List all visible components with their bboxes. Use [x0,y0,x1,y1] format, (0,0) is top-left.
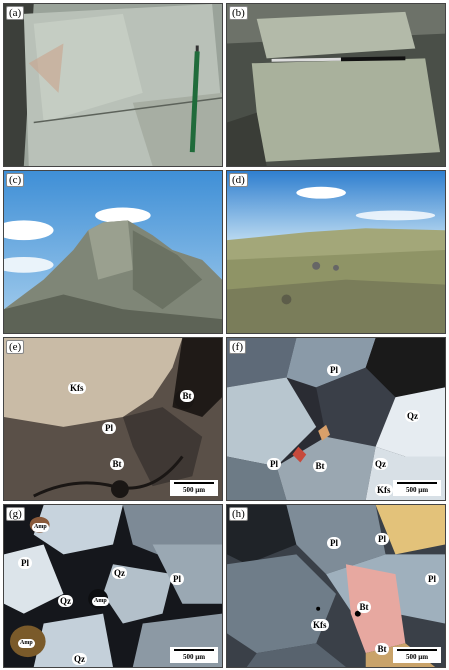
scale-bar-label: 500 µm [182,653,206,661]
scale-bar: 500 µm [393,647,441,663]
scale-bar-label: 500 µm [405,486,429,494]
panel-d-steppe-landscape-photo: (d) [226,170,446,334]
panel-label: (d) [229,173,248,187]
scale-bar-line [397,482,437,484]
scale-bar: 500 µm [170,480,218,496]
panel-label: (a) [6,6,25,20]
panel-label: (b) [229,6,248,20]
mineral-label-qz: Qz [373,458,388,470]
scale-bar: 500 µm [170,647,218,663]
panel-label: (f) [229,340,246,354]
scale-bar-line [174,649,214,651]
xpl-micrograph-image [227,505,445,667]
grassland-image [227,171,445,333]
scale-bar-line [174,482,214,484]
panel-a-outcrop-photo: (a) [3,3,223,167]
mineral-label-pl: Pl [327,364,341,376]
mineral-label-qz: Qz [112,567,127,579]
panel-label: (g) [6,507,25,521]
scale-bar: 500 µm [393,480,441,496]
mineral-label-amp: Amp [92,597,109,606]
mineral-label-amp: Amp [18,639,35,648]
scale-bar-label: 500 µm [182,486,206,494]
panel-h-micrograph: (h) Pl Pl Pl Bt Kfs Bt 500 µm [226,504,446,668]
outcrop-rock-image [4,4,222,166]
mineral-label-pl: Pl [375,533,389,545]
mineral-label-qz: Qz [405,410,420,422]
panel-label: (c) [6,173,25,187]
panel-g-micrograph: (g) Amp Pl Qz Pl Qz Amp Amp Qz 500 µm [3,504,223,668]
panel-e-micrograph: (e) Kfs Bt Pl Bt 500 µm [3,337,223,501]
mineral-label-pl: Pl [327,537,341,549]
ppl-micrograph-image [4,338,222,500]
mineral-label-kfs: Kfs [375,484,393,496]
rocky-hill-image [4,171,222,333]
mineral-label-bt: Bt [313,460,327,472]
mineral-label-bt: Bt [375,643,389,655]
mineral-label-qz: Qz [72,653,87,665]
mineral-label-pl: Pl [170,573,184,585]
mineral-label-bt: Bt [110,458,124,470]
mineral-label-kfs: Kfs [311,619,329,631]
panel-label: (h) [229,507,248,521]
panel-f-micrograph: (f) Pl Qz Pl Bt Qz Kfs 500 µm [226,337,446,501]
mineral-label-amp: Amp [32,523,49,532]
panel-label: (e) [6,340,25,354]
mineral-label-bt: Bt [180,390,194,402]
mineral-label-kfs: Kfs [68,382,86,394]
xpl-micrograph-image [4,505,222,667]
mineral-label-bt: Bt [357,601,371,613]
mineral-label-pl: Pl [102,422,116,434]
scale-bar-label: 500 µm [405,653,429,661]
panel-b-rock-slab-photo: (b) [226,3,446,167]
mineral-label-pl: Pl [425,573,439,585]
mineral-label-pl: Pl [267,458,281,470]
panel-c-hill-landscape-photo: (c) [3,170,223,334]
mineral-label-pl: Pl [18,557,32,569]
scale-bar-line [397,649,437,651]
rock-slab-image [227,4,445,166]
mineral-label-qz: Qz [58,595,73,607]
